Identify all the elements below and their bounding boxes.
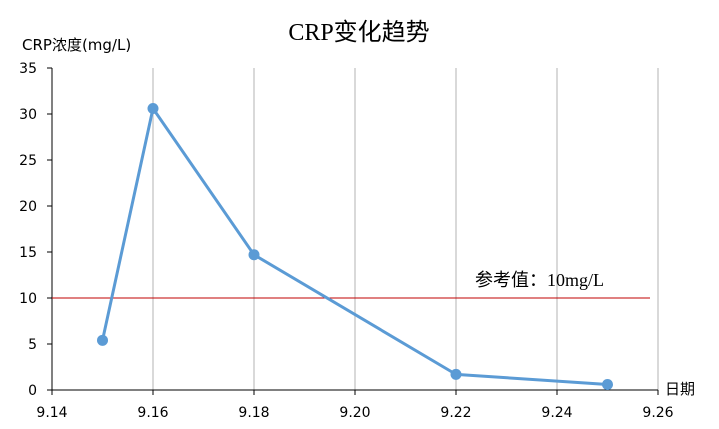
y-tick-label-15: 15 <box>19 245 37 261</box>
y-tick-label-25: 25 <box>19 153 37 169</box>
x-tick-label-9.16: 9.16 <box>137 405 168 421</box>
data-point-0 <box>97 334 108 346</box>
x-tick-label-9.14: 9.14 <box>36 405 67 421</box>
x-tick-label-9.20: 9.20 <box>339 405 370 421</box>
y-tick-label-5: 5 <box>28 337 37 353</box>
y-tick-label-35: 35 <box>19 61 37 77</box>
y-tick-label-10: 10 <box>19 291 37 307</box>
data-point-1 <box>147 102 159 114</box>
x-tick-label-9.18: 9.18 <box>238 405 269 421</box>
x-tick-label-9.26: 9.26 <box>642 405 673 421</box>
tick-labels: 0 5 10 15 20 25 30 35 9.14 9.16 9.18 9.20 9.22 9.24 9.… <box>19 61 674 421</box>
data-point-2 <box>248 249 260 261</box>
series-group <box>97 102 613 390</box>
y-tick-label-0: 0 <box>28 383 37 399</box>
y-tick-label-20: 20 <box>19 199 37 215</box>
reference-line-label: 参考值：10mg/L <box>475 270 604 290</box>
y-axis-label: CRP浓度(mg/L) <box>22 36 131 54</box>
x-tick-label-9.22: 9.22 <box>440 405 471 421</box>
y-tick-label-30: 30 <box>19 107 37 123</box>
x-tick-label-9.24: 9.24 <box>541 405 572 421</box>
data-point-3 <box>450 368 462 380</box>
gridlines <box>152 68 659 390</box>
chart-title: CRP变化趋势 <box>288 19 429 46</box>
reference-line-group: 参考值：10mg/L <box>52 270 650 299</box>
axes <box>47 67 659 395</box>
data-point-4 <box>602 378 613 390</box>
x-axis-label: 日期 <box>665 380 695 398</box>
